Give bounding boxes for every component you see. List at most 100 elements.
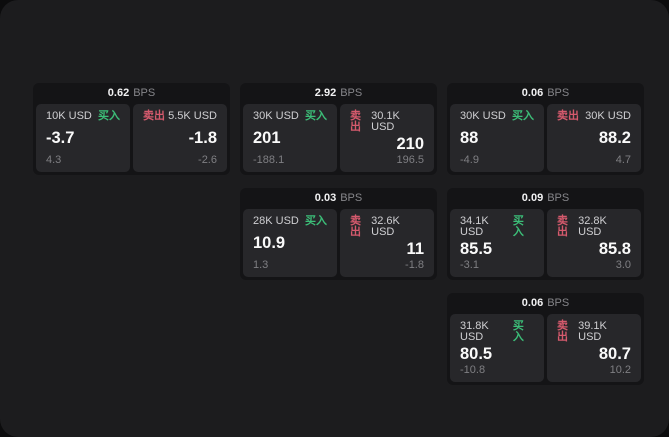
sell-side-label: 卖出: [557, 215, 568, 238]
bps-header: 0.03 BPS: [240, 188, 437, 209]
quote-card: 0.03 BPS 28K USD 买入 10.9 1.3 卖出 32.6K US…: [240, 188, 437, 280]
buy-quote-panel[interactable]: 10K USD 买入 -3.7 4.3: [36, 104, 130, 172]
sell-price: 210: [396, 134, 424, 153]
buy-price: 80.5: [460, 344, 493, 363]
quote-card: 2.92 BPS 30K USD 买入 201 -188.1 卖出 30.1K …: [240, 83, 437, 175]
buy-change: -10.8: [460, 364, 486, 376]
sell-side-label: 卖出: [350, 110, 361, 133]
buy-change: -4.9: [460, 154, 479, 166]
sell-quote-panel[interactable]: 卖出 5.5K USD -1.8 -2.6: [133, 104, 227, 172]
sell-amount: 32.6K USD: [371, 215, 400, 238]
card-body: 10K USD 买入 -3.7 4.3 卖出 5.5K USD -1.8 -2.…: [33, 104, 230, 175]
buy-amount: 34.1K USD: [460, 215, 489, 238]
buy-quote-panel[interactable]: 30K USD 买入 201 -188.1: [243, 104, 337, 172]
quote-card: 0.06 BPS 30K USD 买入 88 -4.9 卖出 30K USD: [447, 83, 644, 175]
buy-panel-top: 31.8K USD 买入: [460, 321, 534, 343]
bps-unit: BPS: [340, 192, 363, 204]
sell-amount: 5.5K USD: [168, 110, 217, 122]
buy-side-label: 买入: [305, 215, 327, 227]
sell-amount: 32.8K USD: [578, 215, 607, 238]
buy-change: 1.3: [253, 259, 269, 271]
sell-side-label: 卖出: [557, 110, 579, 122]
sell-change: -2.6: [198, 154, 217, 166]
buy-change: 4.3: [46, 154, 62, 166]
buy-amount: 30K USD: [253, 110, 299, 122]
bps-unit: BPS: [547, 192, 570, 204]
buy-side-label: 买入: [512, 215, 524, 238]
bps-header: 0.06 BPS: [447, 83, 644, 104]
sell-side-label: 卖出: [350, 215, 361, 238]
sell-change: -1.8: [405, 259, 424, 271]
buy-panel-top: 30K USD 买入: [253, 111, 327, 122]
buy-panel-top: 28K USD 买入: [253, 216, 327, 227]
buy-change: -3.1: [460, 259, 479, 271]
bps-header: 2.92 BPS: [240, 83, 437, 104]
bps-header: 0.62 BPS: [33, 83, 230, 104]
card-body: 34.1K USD 买入 85.5 -3.1 卖出 32.8K USD 85.8…: [447, 209, 644, 280]
sell-quote-panel[interactable]: 卖出 32.6K USD 11 -1.8: [340, 209, 434, 277]
buy-panel-top: 30K USD 买入: [460, 111, 534, 122]
sell-quote-panel[interactable]: 卖出 32.8K USD 85.8 3.0: [547, 209, 641, 277]
buy-quote-panel[interactable]: 34.1K USD 买入 85.5 -3.1: [450, 209, 544, 277]
card-body: 30K USD 买入 201 -188.1 卖出 30.1K USD 210 1…: [240, 104, 437, 175]
buy-price: 201: [253, 129, 281, 148]
card-body: 28K USD 买入 10.9 1.3 卖出 32.6K USD 11 -1.8: [240, 209, 437, 280]
buy-quote-panel[interactable]: 30K USD 买入 88 -4.9: [450, 104, 544, 172]
bps-value: 2.92: [314, 87, 337, 99]
quote-card: 0.09 BPS 34.1K USD 买入 85.5 -3.1 卖出 32.8K…: [447, 188, 644, 280]
sell-change: 196.5: [396, 154, 424, 166]
sell-panel-top: 卖出 30K USD: [557, 111, 631, 122]
sell-price: 88.2: [598, 129, 631, 148]
quotes-grid: 0.62 BPS 10K USD 买入 -3.7 4.3 卖出 5.5K USD: [33, 83, 644, 385]
sell-side-label: 卖出: [557, 320, 568, 343]
buy-side-label: 买入: [512, 110, 534, 122]
sell-panel-top: 卖出 32.8K USD: [557, 216, 631, 238]
buy-change: -188.1: [253, 154, 285, 166]
buy-quote-panel[interactable]: 31.8K USD 买入 80.5 -10.8: [450, 314, 544, 382]
bps-header: 0.06 BPS: [447, 293, 644, 314]
bps-unit: BPS: [340, 87, 363, 99]
sell-panel-top: 卖出 30.1K USD: [350, 111, 424, 133]
buy-amount: 10K USD: [46, 110, 92, 122]
buy-side-label: 买入: [305, 110, 327, 122]
sell-price: 80.7: [598, 344, 631, 363]
sell-price: -1.8: [188, 129, 217, 148]
sell-quote-panel[interactable]: 卖出 30K USD 88.2 4.7: [547, 104, 641, 172]
sell-panel-top: 卖出 39.1K USD: [557, 321, 631, 343]
sell-panel-top: 卖出 5.5K USD: [143, 111, 217, 122]
sell-price: 85.8: [598, 239, 631, 258]
buy-side-label: 买入: [512, 320, 524, 343]
sell-quote-panel[interactable]: 卖出 30.1K USD 210 196.5: [340, 104, 434, 172]
sell-change: 4.7: [615, 154, 631, 166]
sell-price: 11: [406, 239, 424, 258]
sell-change: 10.2: [609, 364, 631, 376]
buy-panel-top: 34.1K USD 买入: [460, 216, 534, 238]
sell-quote-panel[interactable]: 卖出 39.1K USD 80.7 10.2: [547, 314, 641, 382]
buy-price: 88: [460, 129, 479, 148]
sell-amount: 30.1K USD: [371, 110, 400, 133]
sell-panel-top: 卖出 32.6K USD: [350, 216, 424, 238]
buy-price: 85.5: [460, 239, 493, 258]
bps-value: 0.06: [521, 297, 544, 309]
quote-card: 0.06 BPS 31.8K USD 买入 80.5 -10.8 卖出 39.1…: [447, 293, 644, 385]
card-body: 30K USD 买入 88 -4.9 卖出 30K USD 88.2 4.7: [447, 104, 644, 175]
quote-card: 0.62 BPS 10K USD 买入 -3.7 4.3 卖出 5.5K USD: [33, 83, 230, 175]
bps-unit: BPS: [547, 297, 570, 309]
bps-value: 0.06: [521, 87, 544, 99]
buy-price: -3.7: [46, 129, 75, 148]
buy-amount: 28K USD: [253, 215, 299, 227]
buy-price: 10.9: [253, 234, 286, 253]
bps-unit: BPS: [133, 87, 156, 99]
bps-value: 0.62: [107, 87, 130, 99]
buy-amount: 31.8K USD: [460, 320, 489, 343]
sell-amount: 39.1K USD: [578, 320, 607, 343]
buy-quote-panel[interactable]: 28K USD 买入 10.9 1.3: [243, 209, 337, 277]
card-body: 31.8K USD 买入 80.5 -10.8 卖出 39.1K USD 80.…: [447, 314, 644, 385]
buy-amount: 30K USD: [460, 110, 506, 122]
buy-panel-top: 10K USD 买入: [46, 111, 120, 122]
sell-change: 3.0: [615, 259, 631, 271]
sell-amount: 30K USD: [585, 110, 631, 122]
buy-side-label: 买入: [98, 110, 120, 122]
bps-value: 0.03: [314, 192, 337, 204]
